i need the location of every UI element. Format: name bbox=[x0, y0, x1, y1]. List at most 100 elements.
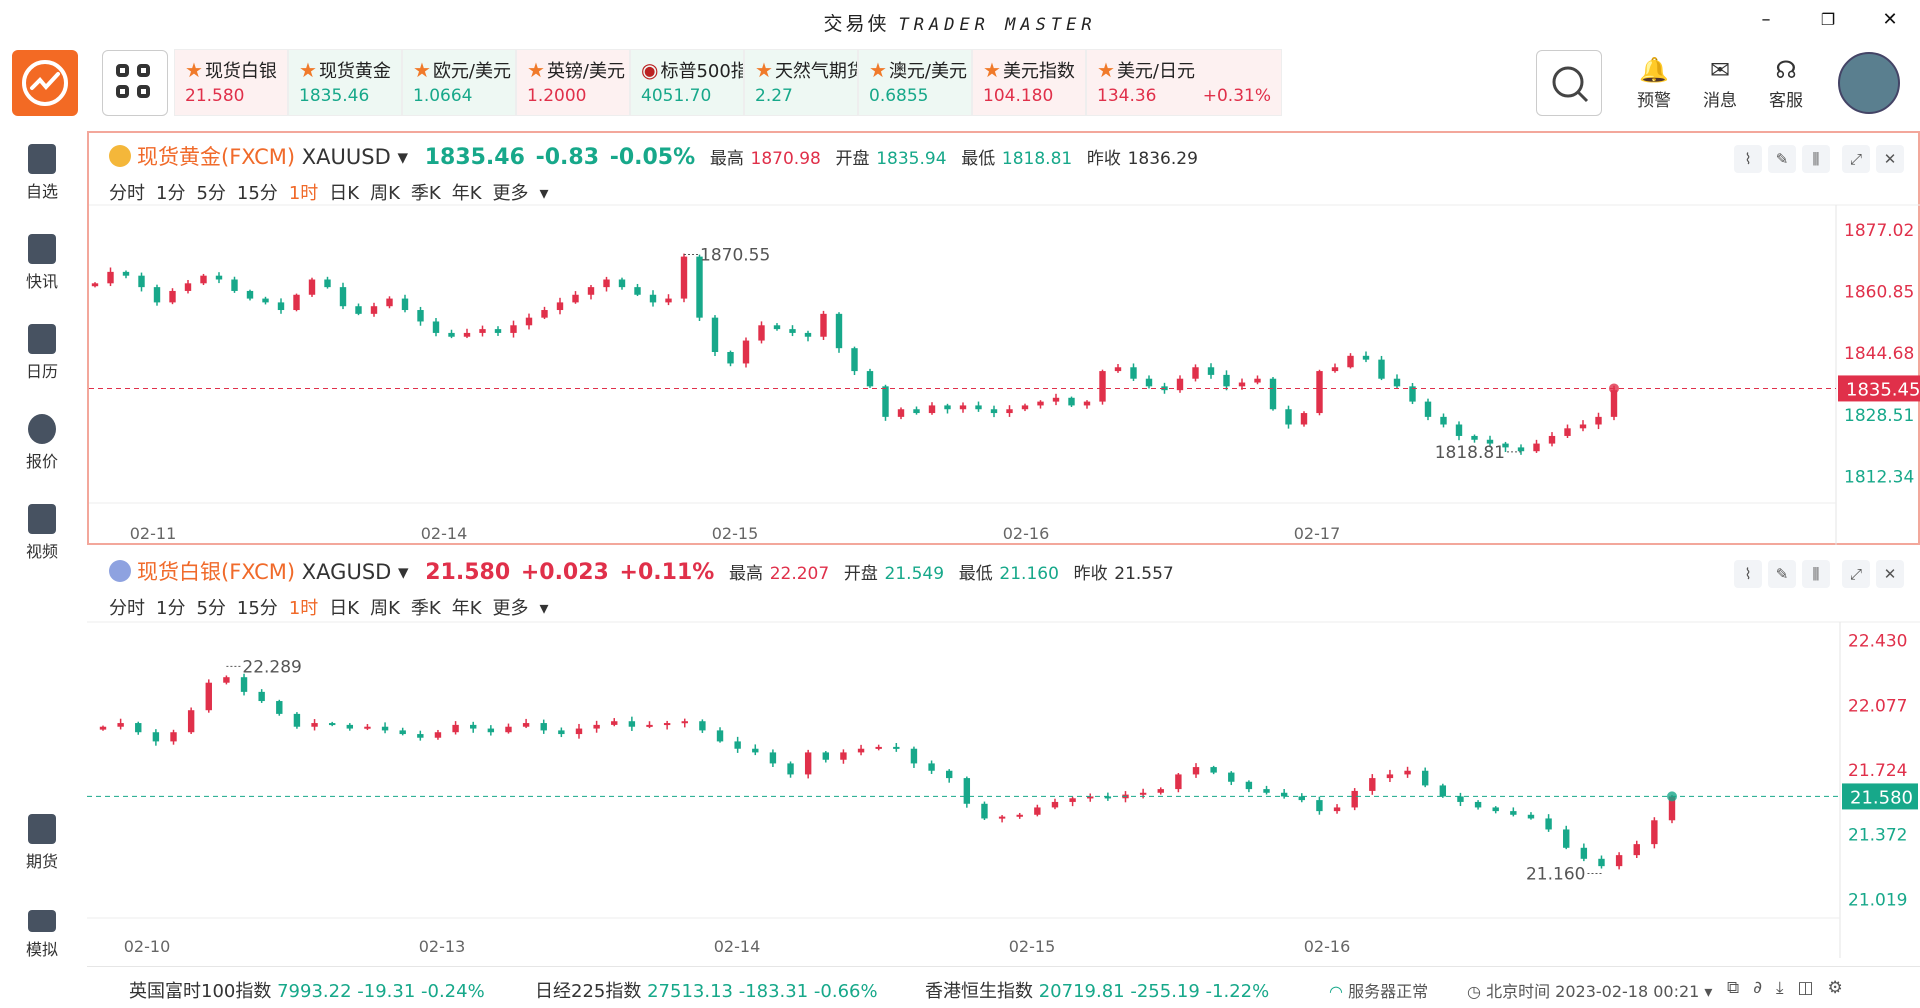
candle-body bbox=[1393, 378, 1401, 387]
restore-button[interactable]: ❐ bbox=[1820, 10, 1836, 29]
y-tick-label: 21.019 bbox=[1848, 890, 1907, 910]
ticker-item[interactable]: ★ 美元指数 104.180 bbox=[972, 49, 1086, 116]
sidebar-item-simulation[interactable]: 模拟 bbox=[0, 904, 84, 960]
candle-body bbox=[99, 726, 107, 730]
candle-body bbox=[1563, 829, 1570, 848]
alert-button[interactable]: 🔔 预警 bbox=[1626, 56, 1682, 111]
screenshot-icon[interactable]: ◫ bbox=[1797, 978, 1828, 998]
interval-tab[interactable]: 季K bbox=[410, 183, 441, 204]
candle-body bbox=[328, 723, 336, 726]
candle-style-icon[interactable]: ⫼ bbox=[1802, 145, 1830, 173]
candle-body bbox=[758, 325, 765, 341]
candle-body bbox=[122, 271, 130, 276]
interval-tab-active[interactable]: 1时 bbox=[288, 183, 319, 204]
close-icon[interactable]: ✕ bbox=[1876, 145, 1904, 173]
gold-symbol-select[interactable]: XAUUSD ▾ bbox=[301, 145, 409, 169]
star-icon[interactable]: ★ bbox=[527, 58, 545, 82]
settings-icon[interactable]: ⚙ bbox=[1827, 978, 1857, 998]
interval-tab[interactable]: 日K bbox=[329, 598, 360, 619]
minimize-button[interactable]: – bbox=[1761, 9, 1771, 30]
candle-body bbox=[240, 677, 248, 692]
indicator-icon[interactable]: ⌇ bbox=[1734, 145, 1762, 173]
silver-symbol-select[interactable]: XAGUSD ▾ bbox=[301, 560, 409, 584]
interval-tab[interactable]: 分时 bbox=[109, 183, 145, 204]
interval-tab[interactable]: 季K bbox=[410, 598, 441, 619]
star-icon[interactable]: ★ bbox=[299, 58, 317, 82]
ticker-item[interactable]: ★ 英镑/美元 1.2000 bbox=[516, 49, 630, 116]
star-icon[interactable]: ★ bbox=[185, 58, 203, 82]
candle-body bbox=[1145, 378, 1153, 387]
interval-tab[interactable]: 日K bbox=[329, 183, 360, 204]
sidebar-item-futures[interactable]: 期货 bbox=[0, 814, 84, 872]
candle-body bbox=[276, 701, 283, 714]
mail-icon: ✉ bbox=[1709, 56, 1731, 84]
ticker-item[interactable]: ★ 现货白银 21.580 bbox=[174, 49, 288, 116]
message-button[interactable]: ✉ 消息 bbox=[1692, 56, 1748, 111]
download-icon[interactable]: ⤓ bbox=[1775, 978, 1798, 998]
window-icon[interactable]: ⧉ bbox=[1727, 978, 1754, 998]
beijing-time[interactable]: ◷ 北京时间 2023-02-18 00:21 ▾ bbox=[1467, 982, 1713, 1001]
apps-grid-button[interactable] bbox=[102, 50, 168, 116]
indicator-icon[interactable]: ⌇ bbox=[1734, 560, 1762, 588]
interval-tab[interactable]: 15分 bbox=[236, 598, 278, 619]
footer-index-nikkei[interactable]: 日经225指数 27513.13 -183.31 -0.66% bbox=[535, 981, 878, 1002]
close-icon[interactable]: ✕ bbox=[1876, 560, 1904, 588]
ticker-item[interactable]: ★ 现货黄金 1835.46 bbox=[288, 49, 402, 116]
interval-tab-active[interactable]: 1时 bbox=[288, 598, 319, 619]
footer-index-ftse[interactable]: 英国富时100指数 7993.22 -19.31 -0.24% bbox=[129, 981, 485, 1002]
silver-symbol-name[interactable]: 现货白银(FXCM) bbox=[137, 560, 296, 584]
interval-tab[interactable]: 年K bbox=[451, 598, 482, 619]
candle-style-icon[interactable]: ⫼ bbox=[1802, 560, 1830, 588]
status-bar: 英国富时100指数 7993.22 -19.31 -0.24% 日经225指数 … bbox=[87, 966, 1920, 1008]
candle-body bbox=[752, 748, 759, 753]
y-tick-label: 1844.68 bbox=[1844, 344, 1914, 364]
footer-index-hsi[interactable]: 香港恒生指数 20719.81 -255.19 -1.22% bbox=[925, 981, 1270, 1002]
app-logo[interactable] bbox=[12, 50, 78, 116]
sidebar-item-news[interactable]: 快讯 bbox=[0, 234, 84, 292]
expand-icon[interactable]: ⤢ bbox=[1842, 560, 1870, 588]
ticker-item[interactable]: ★ 澳元/美元 0.6855 bbox=[858, 49, 972, 116]
sidebar-item-watchlist[interactable]: 自选 bbox=[0, 144, 84, 202]
interval-more[interactable]: 更多 ▾ bbox=[492, 183, 549, 204]
draw-pencil-icon[interactable]: ✎ bbox=[1768, 560, 1796, 588]
candle-body bbox=[1369, 778, 1376, 791]
interval-tab[interactable]: 周K bbox=[370, 598, 400, 619]
interval-tab[interactable]: 5分 bbox=[196, 183, 226, 204]
star-icon[interactable]: ★ bbox=[1097, 58, 1115, 82]
close-button[interactable]: ✕ bbox=[1882, 9, 1898, 30]
interval-tab[interactable]: 分时 bbox=[109, 598, 145, 619]
service-button[interactable]: ☊ 客服 bbox=[1758, 56, 1814, 111]
interval-tab[interactable]: 1分 bbox=[156, 183, 186, 204]
search-button[interactable] bbox=[1536, 50, 1602, 116]
star-icon[interactable]: ★ bbox=[413, 58, 431, 82]
candle-body bbox=[138, 275, 145, 288]
interval-tab[interactable]: 周K bbox=[370, 183, 400, 204]
candle-body bbox=[572, 294, 579, 303]
avatar[interactable] bbox=[1838, 52, 1900, 114]
sidebar-item-calendar[interactable]: 日历 bbox=[0, 324, 84, 382]
candle-body bbox=[769, 752, 777, 764]
star-icon[interactable]: ★ bbox=[869, 58, 887, 82]
star-icon[interactable]: ★ bbox=[983, 58, 1001, 82]
ticker-item[interactable]: ◉标普500指数 4051.70 bbox=[630, 49, 744, 116]
candle-body bbox=[522, 723, 530, 727]
silver-change: +0.023 bbox=[520, 560, 609, 585]
star-icon[interactable]: ★ bbox=[755, 58, 773, 82]
silver-candlestick-chart[interactable]: 22.430 22.077 21.724 21.372 21.019 02-10 02-13… bbox=[87, 596, 1920, 958]
interval-tab[interactable]: 5分 bbox=[196, 598, 226, 619]
ticker-item[interactable]: ★ 欧元/美元 1.0664 bbox=[402, 49, 516, 116]
sidebar-item-quotes[interactable]: 报价 bbox=[0, 414, 84, 472]
draw-pencil-icon[interactable]: ✎ bbox=[1768, 145, 1796, 173]
interval-tab[interactable]: 15分 bbox=[236, 183, 278, 204]
interval-tab[interactable]: 年K bbox=[451, 183, 482, 204]
attach-icon[interactable]: ∂ bbox=[1753, 978, 1776, 998]
gold-candlestick-chart[interactable]: 1877.02 1860.85 1844.68 1828.51 1812.34 02-11… bbox=[89, 177, 1920, 545]
interval-tab[interactable]: 1分 bbox=[156, 598, 186, 619]
sidebar-item-video[interactable]: 视频 bbox=[0, 504, 84, 562]
interval-more[interactable]: 更多 ▾ bbox=[492, 598, 549, 619]
ticker-item[interactable]: ★ 美元/日元 134.36 +0.31% bbox=[1086, 49, 1282, 116]
ticker-item[interactable]: ★ 天然气期货 2.27 bbox=[744, 49, 858, 116]
gamepad-icon bbox=[28, 910, 56, 932]
expand-icon[interactable]: ⤢ bbox=[1842, 145, 1870, 173]
gold-symbol-name[interactable]: 现货黄金(FXCM) bbox=[137, 145, 296, 169]
